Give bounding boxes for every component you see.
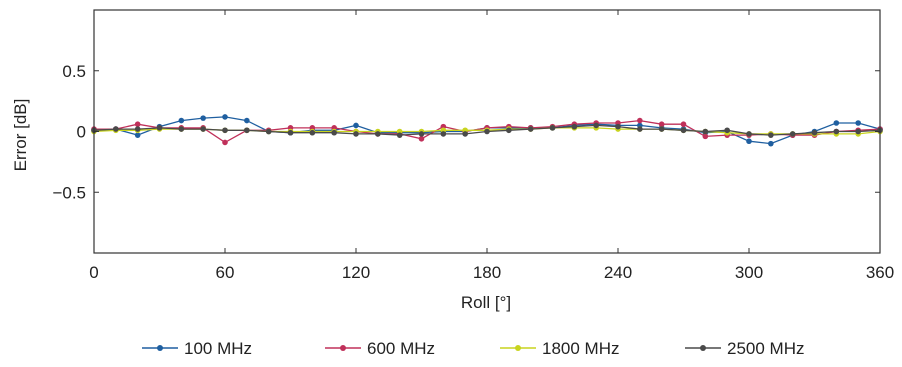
legend-marker-100-mhz (157, 345, 163, 351)
data-point-2500-mhz (309, 129, 316, 136)
data-point-2500-mhz (833, 128, 840, 135)
x-tick-label: 360 (866, 263, 894, 282)
data-point-2500-mhz (244, 127, 250, 134)
data-point-2500-mhz (440, 131, 447, 137)
data-point-2500-mhz (506, 127, 512, 134)
data-point-2500-mhz (265, 128, 272, 135)
data-point-2500-mhz (680, 127, 687, 134)
data-point-100-mhz (746, 138, 752, 145)
data-point-2500-mhz (113, 126, 119, 132)
y-axis-title: Error [dB] (11, 99, 30, 172)
data-point-2500-mhz (484, 128, 490, 135)
data-point-600-mhz (418, 135, 425, 142)
data-point-2500-mhz (331, 129, 337, 136)
data-point-100-mhz (855, 120, 861, 126)
data-point-2500-mhz (200, 126, 206, 132)
data-point-600-mhz (222, 139, 228, 146)
x-tick-label: 0 (89, 263, 98, 282)
data-point-2500-mhz (353, 131, 359, 137)
data-point-100-mhz (134, 132, 141, 138)
data-point-2500-mhz (156, 125, 163, 131)
data-point-2500-mhz (375, 131, 381, 137)
data-point-2500-mhz (527, 126, 534, 132)
data-point-600-mhz (658, 121, 665, 128)
data-point-2500-mhz (768, 132, 774, 138)
data-point-2500-mhz (702, 128, 709, 135)
legend-label-2500-mhz: 2500 MHz (727, 339, 804, 358)
data-point-2500-mhz (549, 125, 556, 131)
legend-label-1800-mhz: 1800 MHz (542, 339, 619, 358)
axes: Roll [°] Error [dB] 0 60 120 180 240 300 360 0.… (11, 9, 894, 312)
data-point-600-mhz (637, 117, 643, 124)
data-point-2500-mhz (746, 131, 752, 137)
legend-marker-1800-mhz (515, 345, 521, 351)
data-point-100-mhz (178, 117, 185, 124)
data-point-100-mhz (200, 115, 206, 121)
data-point-2500-mhz (811, 129, 818, 136)
legend-marker-600-mhz (340, 345, 346, 351)
data-point-100-mhz (768, 140, 774, 147)
data-point-100-mhz (222, 114, 228, 120)
data-point-2500-mhz (658, 126, 665, 132)
legend-label-600-mhz: 600 MHz (367, 339, 435, 358)
x-tick-label: 180 (473, 263, 501, 282)
data-point-2500-mhz (593, 122, 599, 129)
data-point-600-mhz (702, 133, 709, 140)
data-point-100-mhz (353, 122, 359, 129)
data-point-2500-mhz (134, 126, 141, 132)
y-tick-label: 0 (77, 123, 86, 142)
data-point-2500-mhz (222, 127, 228, 134)
data-point-2500-mhz (287, 129, 294, 136)
x-tick-label: 240 (604, 263, 632, 282)
legend: 100 MHz 600 MHz 1800 MHz 2500 MHz (142, 339, 804, 358)
plot-area (91, 114, 883, 147)
y-tick-label: −0.5 (52, 183, 86, 202)
data-point-100-mhz (244, 117, 250, 124)
data-point-2500-mhz (396, 132, 403, 138)
data-point-2500-mhz (615, 123, 621, 130)
data-point-2500-mhz (462, 131, 468, 137)
data-point-2500-mhz (637, 126, 643, 132)
data-point-100-mhz (833, 120, 840, 126)
x-tick-label: 120 (342, 263, 370, 282)
x-tick-label: 60 (216, 263, 235, 282)
data-point-600-mhz (134, 121, 141, 128)
x-tick-label: 300 (735, 263, 763, 282)
data-point-2500-mhz (789, 131, 796, 137)
data-point-2500-mhz (724, 127, 730, 134)
data-point-2500-mhz (418, 131, 425, 137)
data-point-2500-mhz (178, 126, 185, 132)
data-point-2500-mhz (855, 128, 861, 135)
x-axis-title: Roll [°] (461, 293, 511, 312)
legend-label-100-mhz: 100 MHz (184, 339, 252, 358)
data-point-2500-mhz (571, 123, 578, 130)
legend-marker-2500-mhz (700, 345, 706, 351)
y-tick-label: 0.5 (62, 62, 86, 81)
data-point-600-mhz (680, 121, 687, 128)
